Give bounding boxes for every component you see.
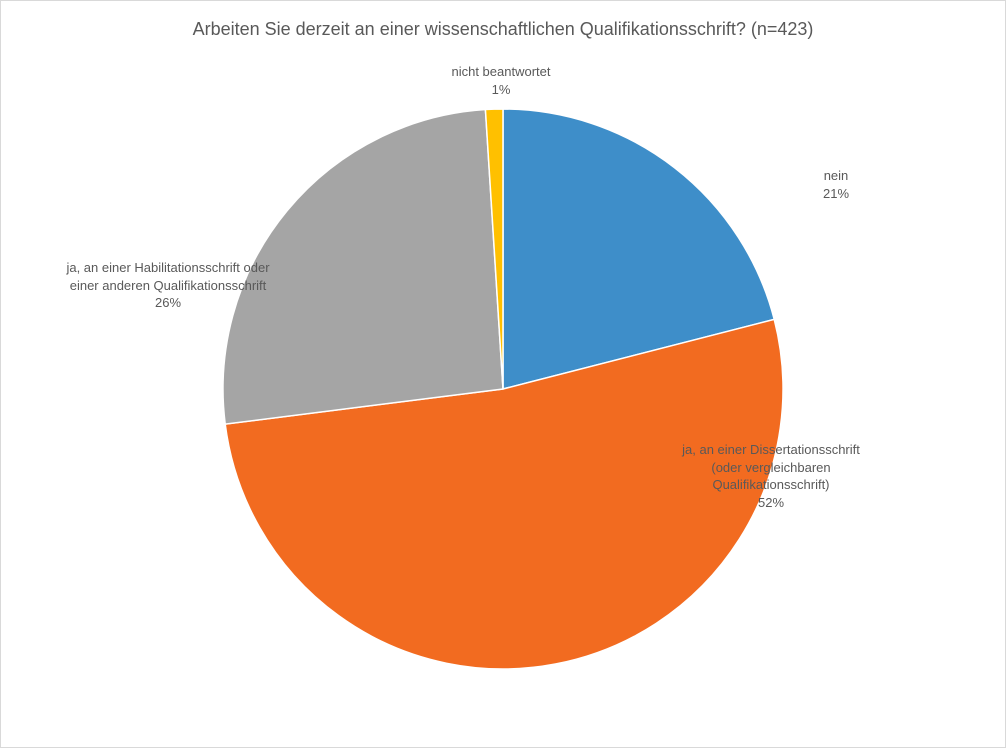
data-label: ja, an einer Habilitationsschrift oder e…: [53, 259, 283, 312]
chart-frame: Arbeiten Sie derzeit an einer wissenscha…: [0, 0, 1006, 748]
data-label: nein 21%: [766, 167, 906, 202]
data-label: ja, an einer Dissertationsschrift (oder …: [666, 441, 876, 511]
chart-title: Arbeiten Sie derzeit an einer wissenscha…: [1, 19, 1005, 40]
pie-chart: [223, 109, 783, 669]
data-label: nicht beantwortet 1%: [411, 63, 591, 98]
pie-svg: [223, 109, 783, 669]
